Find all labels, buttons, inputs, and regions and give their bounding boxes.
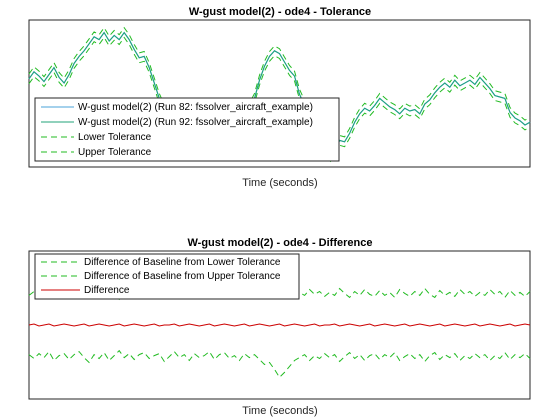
legend-label-difference: Difference bbox=[84, 285, 130, 296]
tolerance-title: W-gust model(2) - ode4 - Tolerance bbox=[189, 6, 371, 18]
tolerance-xlabel: Time (seconds) bbox=[242, 177, 317, 189]
difference-title: W-gust model(2) - ode4 - Difference bbox=[188, 237, 373, 249]
tolerance-legend-box bbox=[34, 97, 340, 162]
difference-legend: Difference of Baseline from Lower Tolera… bbox=[34, 253, 300, 300]
legend-label-diff-lower: Difference of Baseline from Lower Tolera… bbox=[84, 257, 281, 268]
legend-label-run82: W-gust model(2) (Run 82: fssolver_aircra… bbox=[78, 102, 313, 113]
difference-legend-box bbox=[34, 253, 300, 300]
tolerance-series-group bbox=[28, 26, 531, 163]
difference-axes: W-gust model(2) - ode4 - Difference Time… bbox=[28, 237, 531, 417]
diff-lower-tolerance-line bbox=[28, 349, 531, 379]
run92-line bbox=[28, 31, 531, 159]
tolerance-axes: W-gust model(2) - ode4 - Tolerance Time … bbox=[28, 6, 531, 189]
tolerance-legend: W-gust model(2) (Run 82: fssolver_aircra… bbox=[34, 97, 340, 162]
upper-tolerance-line bbox=[28, 26, 531, 154]
legend-label-diff-upper: Difference of Baseline from Upper Tolera… bbox=[84, 271, 281, 282]
difference-xlabel: Time (seconds) bbox=[242, 405, 317, 417]
lower-tolerance-line bbox=[28, 36, 531, 163]
legend-label-upper-tolerance: Upper Tolerance bbox=[78, 147, 152, 158]
legend-label-run92: W-gust model(2) (Run 92: fssolver_aircra… bbox=[78, 117, 313, 128]
legend-label-lower-tolerance: Lower Tolerance bbox=[78, 132, 152, 143]
difference-line bbox=[28, 323, 531, 327]
